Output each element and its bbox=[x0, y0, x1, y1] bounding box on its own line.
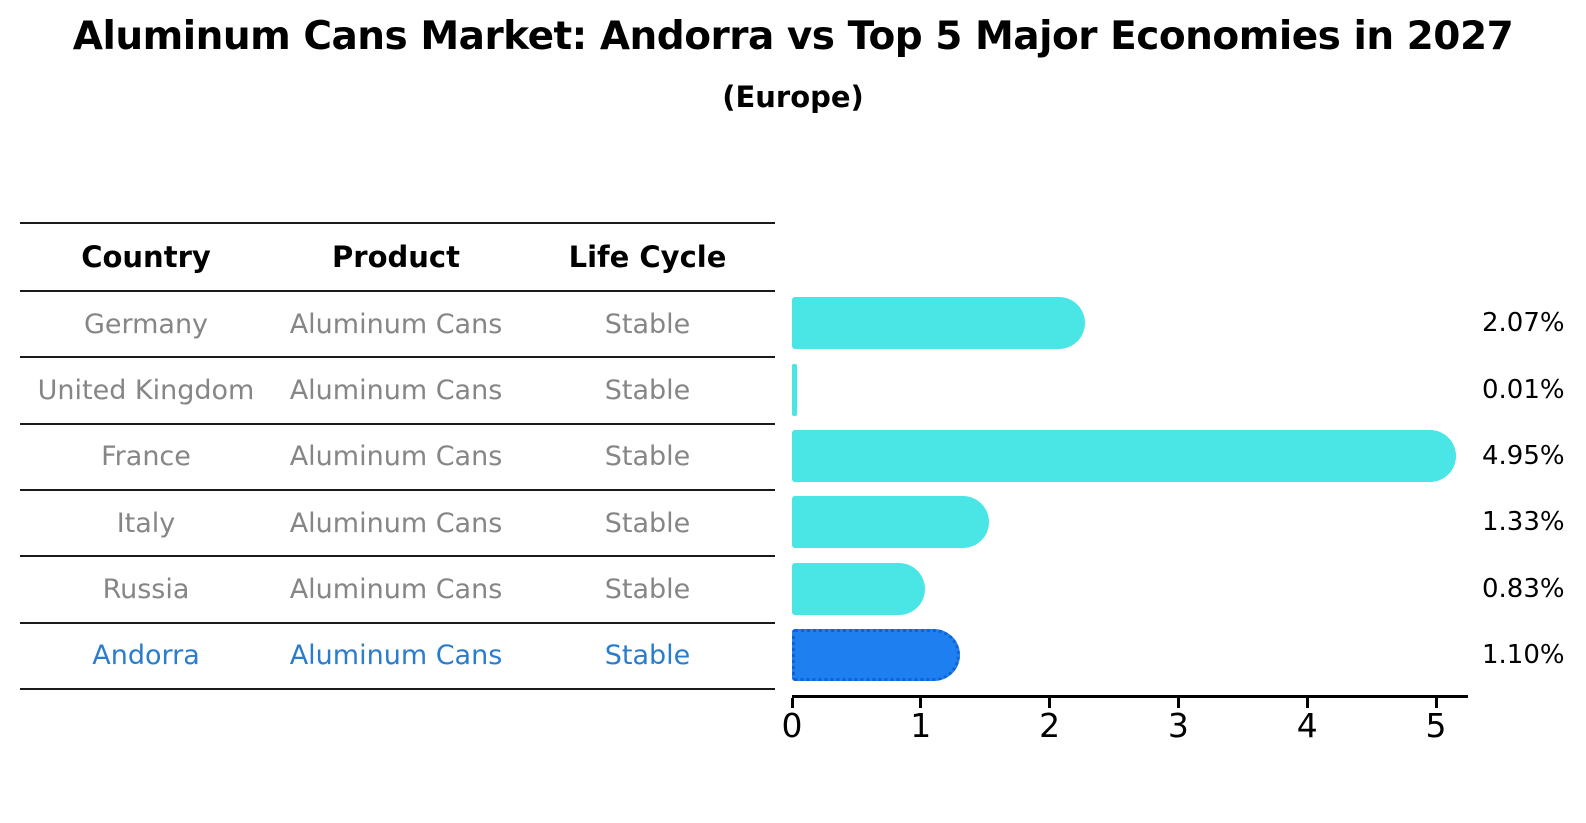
table-header-lifecycle: Life Cycle bbox=[568, 240, 727, 274]
table-row-germany: Germany Aluminum Cans Stable bbox=[20, 292, 775, 359]
x-tick-label: 0 bbox=[781, 706, 803, 745]
table-cell-life-cycle: Stable bbox=[604, 308, 691, 340]
bar-value-label-italy: 1.33% bbox=[1482, 507, 1565, 538]
table-body: Germany Aluminum Cans Stable United Kingdom… bbox=[20, 292, 775, 690]
table-cell-country: Germany bbox=[83, 308, 209, 340]
table-cell-country: Italy bbox=[116, 507, 176, 539]
bar-andorra bbox=[792, 628, 960, 681]
table-header-country: Country bbox=[81, 240, 211, 274]
bar-value-label-france: 4.95% bbox=[1482, 440, 1565, 471]
bar-value-label-andorra: 1.10% bbox=[1482, 639, 1565, 670]
table-header-row: Country Product Life Cycle bbox=[20, 224, 775, 292]
table-cell-product: Aluminum Cans bbox=[289, 308, 503, 340]
table-row-united-kingdom: United Kingdom Aluminum Cans Stable bbox=[20, 358, 775, 425]
table-cell-life-cycle: Stable bbox=[604, 573, 691, 605]
x-tick-label: 3 bbox=[1167, 706, 1189, 745]
table-cell-life-cycle: Stable bbox=[604, 640, 691, 672]
table-row-italy: Italy Aluminum Cans Stable bbox=[20, 491, 775, 558]
x-axis-tick bbox=[1434, 698, 1438, 708]
table-cell-life-cycle: Stable bbox=[604, 507, 691, 539]
table-cell-product: Aluminum Cans bbox=[289, 640, 503, 672]
table-cell-product: Aluminum Cans bbox=[289, 374, 503, 406]
table-cell-product: Aluminum Cans bbox=[289, 573, 503, 605]
table-row-russia: Russia Aluminum Cans Stable bbox=[20, 557, 775, 624]
table-cell-country: Russia bbox=[102, 573, 190, 605]
x-axis-tick bbox=[1048, 698, 1052, 708]
x-tick-label: 2 bbox=[1039, 706, 1061, 745]
table-header-product: Product bbox=[332, 240, 460, 274]
x-axis-tick bbox=[1176, 698, 1180, 708]
table-cell-product: Aluminum Cans bbox=[289, 441, 503, 473]
table-row-france: France Aluminum Cans Stable bbox=[20, 425, 775, 491]
bar-france bbox=[792, 429, 1456, 482]
bar-value-label-germany: 2.07% bbox=[1482, 308, 1565, 339]
table-cell-country: United Kingdom bbox=[37, 374, 255, 406]
x-axis-line bbox=[792, 695, 1468, 698]
bar-united-kingdom bbox=[792, 363, 797, 416]
bar-value-label-russia: 0.83% bbox=[1482, 573, 1565, 604]
table-row-andorra: Andorra Aluminum Cans Stable bbox=[20, 624, 775, 690]
table-cell-country: Andorra bbox=[92, 640, 200, 672]
chart-subtitle: (Europe) bbox=[722, 80, 864, 114]
chart-title: Aluminum Cans Market: Andorra vs Top 5 M… bbox=[72, 14, 1514, 59]
bar-russia bbox=[792, 562, 925, 615]
x-tick-label: 4 bbox=[1296, 706, 1318, 745]
table-cell-product: Aluminum Cans bbox=[289, 507, 503, 539]
bar-value-label-united-kingdom: 0.01% bbox=[1482, 374, 1565, 405]
data-table: Country Product Life Cycle Germany Alumin… bbox=[20, 222, 775, 690]
x-axis-tick bbox=[1305, 698, 1309, 708]
x-axis-tick bbox=[790, 698, 794, 708]
x-axis-tick bbox=[919, 698, 923, 708]
bar-germany bbox=[792, 297, 1085, 350]
table-cell-country: France bbox=[101, 441, 191, 473]
bar-italy bbox=[792, 496, 990, 549]
table-cell-life-cycle: Stable bbox=[604, 374, 691, 406]
table-cell-life-cycle: Stable bbox=[604, 441, 691, 473]
x-tick-label: 1 bbox=[910, 706, 932, 745]
x-tick-label: 5 bbox=[1425, 706, 1447, 745]
